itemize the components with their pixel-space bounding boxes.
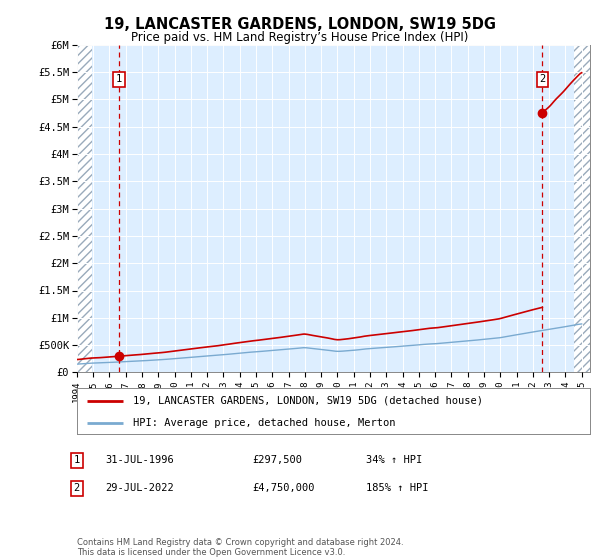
Text: 2: 2 [539, 74, 545, 84]
Bar [574, 45, 590, 372]
Text: 19, LANCASTER GARDENS, LONDON, SW19 5DG: 19, LANCASTER GARDENS, LONDON, SW19 5DG [104, 17, 496, 32]
Text: 29-JUL-2022: 29-JUL-2022 [105, 483, 174, 493]
Text: 34% ↑ HPI: 34% ↑ HPI [366, 455, 422, 465]
Text: 2: 2 [74, 483, 80, 493]
Text: 1: 1 [74, 455, 80, 465]
Text: Price paid vs. HM Land Registry’s House Price Index (HPI): Price paid vs. HM Land Registry’s House … [131, 31, 469, 44]
Text: £297,500: £297,500 [252, 455, 302, 465]
Text: 1: 1 [116, 74, 122, 84]
Bar [77, 45, 92, 372]
Text: 19, LANCASTER GARDENS, LONDON, SW19 5DG (detached house): 19, LANCASTER GARDENS, LONDON, SW19 5DG … [133, 396, 483, 406]
Text: £4,750,000: £4,750,000 [252, 483, 314, 493]
Text: 31-JUL-1996: 31-JUL-1996 [105, 455, 174, 465]
Text: 185% ↑ HPI: 185% ↑ HPI [366, 483, 428, 493]
Text: HPI: Average price, detached house, Merton: HPI: Average price, detached house, Mert… [133, 418, 396, 427]
Text: Contains HM Land Registry data © Crown copyright and database right 2024.
This d: Contains HM Land Registry data © Crown c… [77, 538, 403, 557]
